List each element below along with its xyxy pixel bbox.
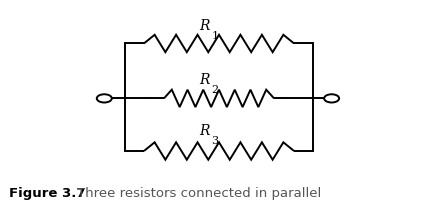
Text: Figure 3.7: Figure 3.7 bbox=[9, 187, 85, 200]
Text: R: R bbox=[199, 19, 209, 33]
Text: 2: 2 bbox=[212, 85, 219, 95]
Text: R: R bbox=[199, 73, 209, 87]
Text: Three resistors connected in parallel: Three resistors connected in parallel bbox=[77, 187, 321, 200]
Text: R: R bbox=[199, 124, 209, 138]
Text: 3: 3 bbox=[212, 136, 219, 146]
Text: 1: 1 bbox=[212, 31, 219, 41]
